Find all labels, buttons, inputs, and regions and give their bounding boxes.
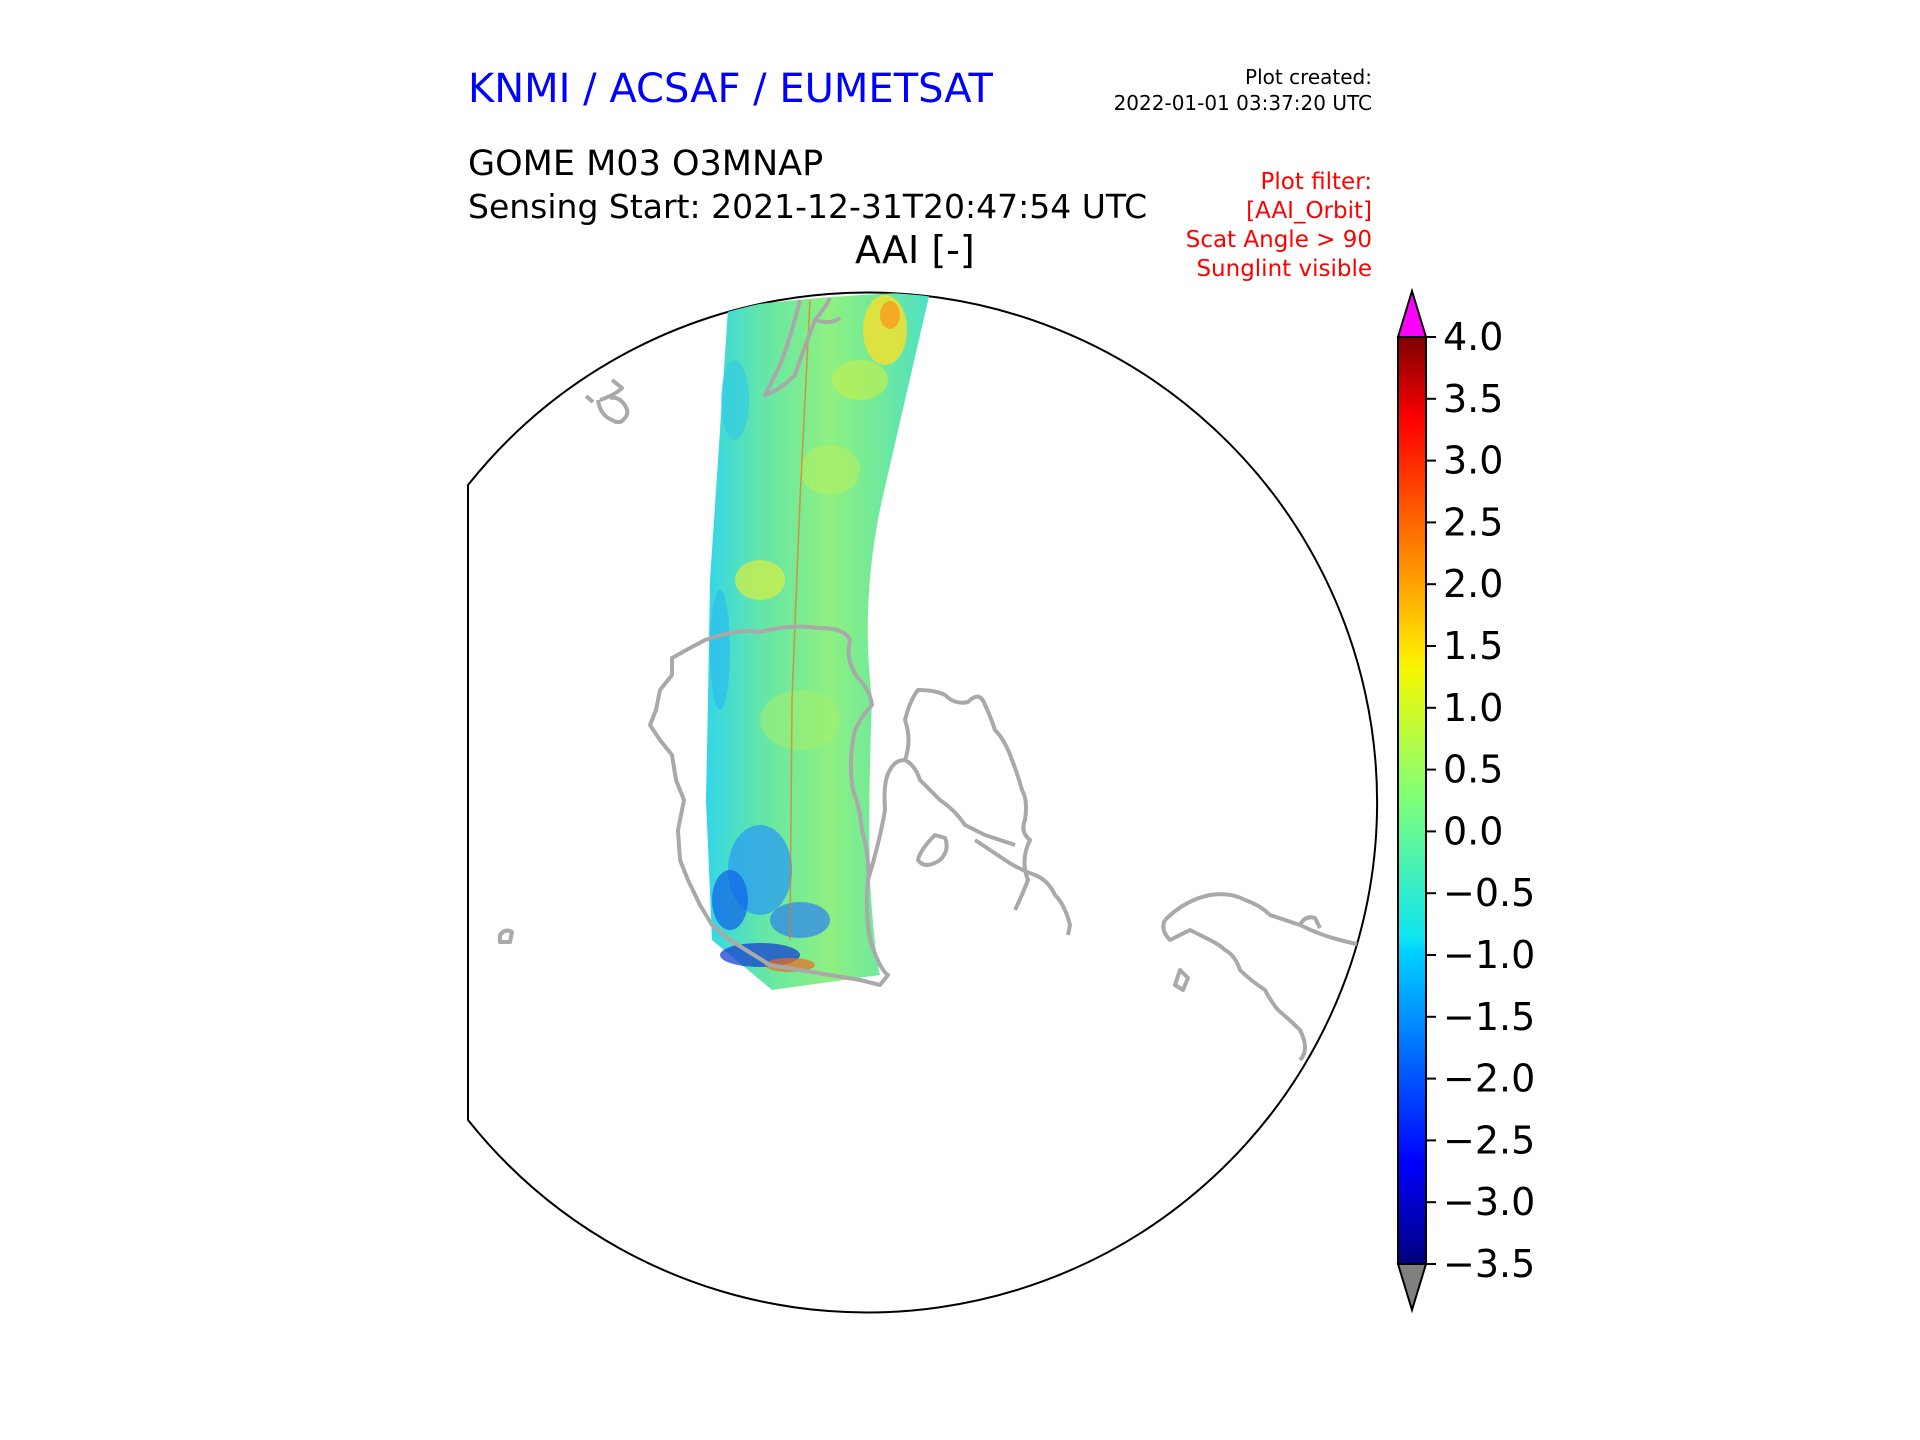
aai-swath <box>706 292 930 990</box>
plot-filter-line: Sunglint visible <box>1196 256 1372 282</box>
colorbar-tick-label: 1.5 <box>1443 624 1503 668</box>
swath-patch <box>832 360 888 400</box>
swath-patch <box>721 360 749 440</box>
colorbar-over-extension <box>1396 287 1428 338</box>
parameter-title: AAI [-] <box>855 228 975 272</box>
globe-boundary <box>467 291 1379 1314</box>
colorbar-tick-label: −0.5 <box>1443 871 1535 915</box>
colorbar-tick-label: 0.5 <box>1443 748 1503 792</box>
colorbar-tick-label: 2.0 <box>1443 562 1503 606</box>
plot-created-info: Plot created: 2022-01-01 03:37:20 UTC <box>1100 64 1372 116</box>
coastlines <box>498 297 1361 1062</box>
coastline-island <box>916 833 949 867</box>
swath-patch <box>710 590 730 710</box>
coastline-north <box>814 316 842 325</box>
map-content <box>498 292 1361 1062</box>
product-title: GOME M03 O3MNAP <box>468 144 824 184</box>
organization-title: KNMI / ACSAF / EUMETSAT <box>468 66 993 112</box>
swath-patch <box>735 560 785 600</box>
swath-patch <box>880 301 900 329</box>
colorbar-tick-label: 1.0 <box>1443 686 1503 730</box>
colorbar-tick-label: −3.5 <box>1443 1242 1535 1286</box>
coastline-east <box>1298 915 1322 929</box>
colorbar-tick-label: 2.5 <box>1443 500 1503 544</box>
colorbar-tick-label: −3.0 <box>1443 1180 1535 1224</box>
colorbar-under-extension <box>1396 1263 1428 1314</box>
colorbar: 4.0 3.5 3.0 2.5 2.0 1.5 1.0 0.5 0.0 −0.5 −1.0 −1.5 −… <box>1396 287 1535 1314</box>
swath-nadir-line <box>789 299 811 941</box>
colorbar-tick-label: 3.5 <box>1443 377 1503 421</box>
swath-patch <box>800 445 860 495</box>
colorbar-tick-label: −1.0 <box>1443 933 1535 977</box>
coastline-east <box>1163 892 1361 947</box>
colorbar-tick-label: −2.0 <box>1443 1057 1535 1101</box>
plot-created-time: 2022-01-01 03:37:20 UTC <box>1113 91 1372 115</box>
plot-filter-line: Scat Angle > 90 <box>1185 227 1372 253</box>
sensing-start: Sensing Start: 2021-12-31T20:47:54 UTC <box>468 187 1148 226</box>
colorbar-tick-label: −2.5 <box>1443 1118 1535 1162</box>
plot-filter-line: [AAI_Orbit] <box>1246 198 1372 224</box>
swath-patch <box>760 690 840 750</box>
swath-patch <box>712 870 748 930</box>
plot-filter: Plot filter: [AAI_Orbit] Scat Angle > 90… <box>1100 168 1372 284</box>
coastline-island <box>498 928 514 944</box>
coastline-east <box>1161 919 1307 1062</box>
colorbar-gradient <box>1397 336 1427 1265</box>
coastline-gulf <box>904 758 1016 847</box>
plot-created-label: Plot created: <box>1245 65 1372 89</box>
swath-patch <box>770 902 830 938</box>
coastline-south <box>973 838 1072 936</box>
colorbar-tick-label: 4.0 <box>1443 315 1503 359</box>
plot-filter-line: Plot filter: <box>1260 169 1372 195</box>
colorbar-tick-label: 0.0 <box>1443 809 1503 853</box>
colorbar-tick-label: −1.5 <box>1443 995 1535 1039</box>
coastline-island-group <box>584 378 630 425</box>
coastline-peninsula <box>866 688 1032 911</box>
colorbar-ticks: 4.0 3.5 3.0 2.5 2.0 1.5 1.0 0.5 0.0 −0.5 −1.0 −1.5 −… <box>1426 315 1535 1286</box>
coastline-continent <box>648 624 890 987</box>
colorbar-tick-label: 3.0 <box>1443 439 1503 483</box>
coastline-island <box>1173 968 1190 992</box>
